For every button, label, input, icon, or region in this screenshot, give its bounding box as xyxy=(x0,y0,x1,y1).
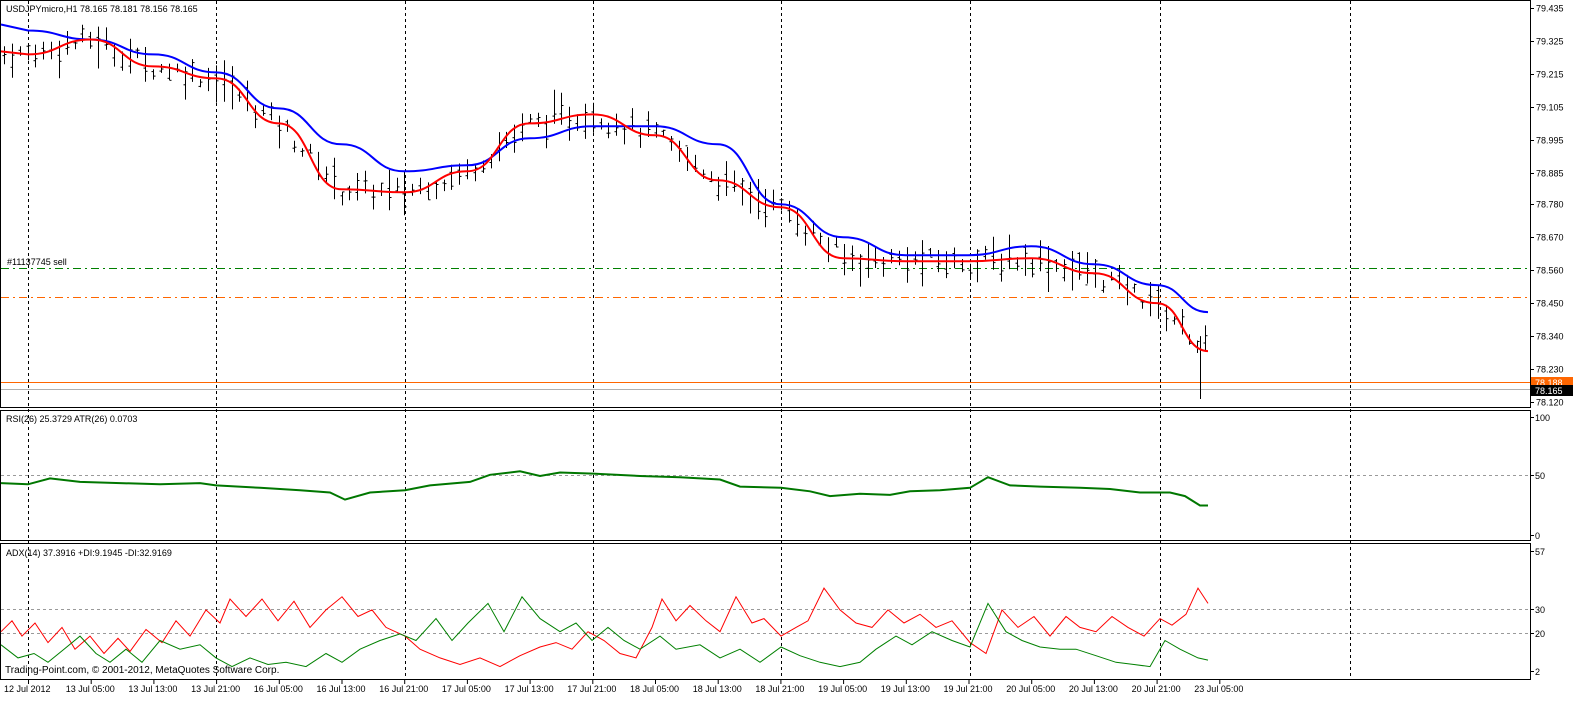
indicator-guides xyxy=(1,475,1530,634)
rsi-level-100: 100 xyxy=(1535,413,1550,423)
time-label: 16 Jul 05:00 xyxy=(254,684,303,694)
time-label: 17 Jul 21:00 xyxy=(567,684,616,694)
rsi-line xyxy=(0,470,1208,507)
rsi-level-0: 0 xyxy=(1535,531,1540,541)
price-label: 79.435 xyxy=(1536,4,1564,14)
time-label: 13 Jul 21:00 xyxy=(191,684,240,694)
copyright-text: Trading-Point.com, © 2001-2012, MetaQuot… xyxy=(5,665,279,676)
time-label: 17 Jul 13:00 xyxy=(505,684,554,694)
time-label: 13 Jul 05:00 xyxy=(66,684,115,694)
price-axis: 79.435 79.325 79.215 79.105 78.995 78.885 78.7… xyxy=(1530,4,1564,408)
price-label: 79.325 xyxy=(1536,37,1564,47)
time-label: 20 Jul 05:00 xyxy=(1006,684,1055,694)
vertical-grid xyxy=(28,1,1351,680)
rsi-axis: 100 50 0 xyxy=(1530,413,1550,541)
fast-moving-average-line xyxy=(0,38,1209,353)
adx-level-57: 57 xyxy=(1535,547,1545,557)
price-label: 78.560 xyxy=(1536,266,1564,276)
adx-level-20: 20 xyxy=(1535,629,1545,639)
price-label: 78.120 xyxy=(1536,398,1564,408)
time-label: 12 Jul 2012 xyxy=(4,684,51,694)
time-label: 19 Jul 05:00 xyxy=(818,684,867,694)
main-panel-title: USDJPYmicro,H1 78.165 78.181 78.156 78.1… xyxy=(6,4,198,14)
adx-plus-di-line xyxy=(0,595,1209,668)
adx-axis: 57 30 20 2 xyxy=(1530,547,1545,677)
time-label: 20 Jul 21:00 xyxy=(1132,684,1181,694)
time-label: 13 Jul 13:00 xyxy=(128,684,177,694)
price-label: 78.230 xyxy=(1536,365,1564,375)
current-price-tag xyxy=(1531,385,1573,396)
time-label: 16 Jul 13:00 xyxy=(317,684,366,694)
current-price-tag-text: 78.165 xyxy=(1535,386,1563,396)
price-label: 78.340 xyxy=(1536,332,1564,342)
price-label: 78.995 xyxy=(1536,136,1564,146)
time-label: 19 Jul 21:00 xyxy=(944,684,993,694)
price-label: 79.215 xyxy=(1536,70,1564,80)
time-label: 18 Jul 05:00 xyxy=(630,684,679,694)
time-label: 20 Jul 13:00 xyxy=(1069,684,1118,694)
bid-price-tag-text: 78.188 xyxy=(1535,378,1563,388)
adx-panel[interactable] xyxy=(0,543,1531,680)
price-label: 79.105 xyxy=(1536,103,1564,113)
adx-minus-di-line xyxy=(0,587,1209,668)
adx-panel-title: ADX(14) 37.3916 +DI:9.1945 -DI:32.9169 xyxy=(6,548,172,558)
order-label: #11137745 sell xyxy=(7,257,67,267)
adx-level-30: 30 xyxy=(1535,605,1545,615)
price-label: 78.450 xyxy=(1536,299,1564,309)
slow-moving-average-line xyxy=(0,23,1209,314)
price-label: 78.670 xyxy=(1536,233,1564,243)
time-label: 18 Jul 21:00 xyxy=(755,684,804,694)
time-label: 23 Jul 05:00 xyxy=(1194,684,1243,694)
price-label: 78.885 xyxy=(1536,169,1564,179)
time-label: 18 Jul 13:00 xyxy=(693,684,742,694)
time-label: 17 Jul 05:00 xyxy=(442,684,491,694)
bid-price-tag xyxy=(1531,377,1573,387)
price-label: 78.780 xyxy=(1536,200,1564,210)
time-axis: 12 Jul 2012 13 Jul 05:00 13 Jul 13:00 13 Ju… xyxy=(4,680,1243,694)
time-label: 19 Jul 13:00 xyxy=(881,684,930,694)
rsi-panel-title: RSI(26) 25.3729 ATR(26) 0.0703 xyxy=(6,414,137,424)
adx-level-2: 2 xyxy=(1535,667,1540,677)
rsi-level-50: 50 xyxy=(1535,471,1545,481)
time-label: 16 Jul 21:00 xyxy=(379,684,428,694)
